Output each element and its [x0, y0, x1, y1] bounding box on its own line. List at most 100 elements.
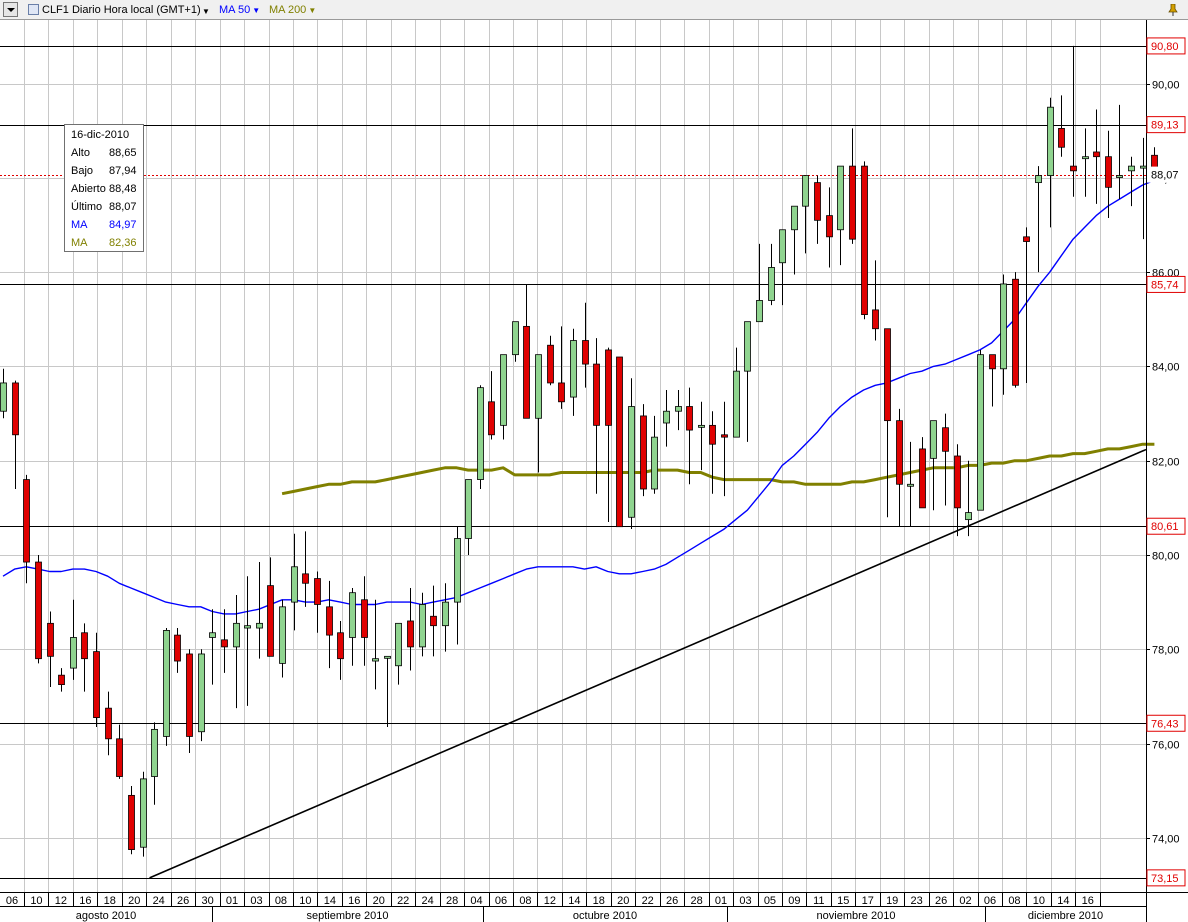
level-label-box	[1146, 869, 1186, 887]
candle	[0, 368, 7, 419]
candle	[279, 599, 286, 678]
x-tick-label: 20	[128, 895, 140, 907]
x-tick-label: 14	[1057, 895, 1069, 907]
candle-body	[105, 707, 112, 740]
x-tick-label: 06	[6, 895, 18, 907]
candle	[942, 413, 949, 506]
candle	[1116, 104, 1123, 200]
x-tick-label: 28	[690, 895, 702, 907]
candle	[663, 390, 670, 447]
candle	[872, 260, 879, 341]
candle-body	[93, 651, 100, 719]
candle	[151, 722, 158, 805]
candle-body	[977, 354, 984, 511]
ma200-path	[281, 442, 1155, 496]
y-tick-label: 90,00	[1152, 80, 1180, 92]
candle-body	[872, 309, 879, 330]
level-label-box	[1146, 275, 1186, 293]
candle-body	[651, 436, 658, 490]
x-tick-label: 22	[397, 895, 409, 907]
candle-body	[802, 175, 809, 207]
candle	[826, 187, 833, 268]
chart-menu-button[interactable]	[3, 2, 18, 17]
candle	[454, 526, 461, 645]
x-axis: 06 10 12 16 18 20 24 26 30 01 03 08 10 14 16 20 22 24 28 04…	[0, 892, 1188, 922]
candle-body	[372, 658, 379, 662]
x-tick-label: 10	[299, 895, 311, 907]
candle-body	[907, 483, 914, 487]
candle-body	[675, 406, 682, 412]
candle-body	[814, 182, 821, 221]
info-value-ma200: 82,36	[109, 237, 137, 249]
candle-body	[384, 655, 391, 659]
candle	[814, 175, 821, 244]
x-tick-label: 16	[1082, 895, 1094, 907]
candle-body	[965, 512, 972, 521]
candle	[640, 404, 647, 497]
candle-body	[756, 300, 763, 323]
candle-body	[0, 382, 7, 412]
ma200-selector[interactable]: MA 200 ▼	[269, 3, 316, 18]
candle-body	[1116, 175, 1123, 178]
candle	[535, 354, 542, 473]
x-tick-label: 30	[201, 895, 213, 907]
candle-body	[267, 585, 274, 657]
candle-body	[151, 728, 158, 777]
candle-body	[1093, 151, 1100, 158]
candle-body	[942, 427, 949, 452]
candle	[593, 338, 600, 494]
candle-body	[547, 344, 554, 384]
x-tick-label: 12	[55, 895, 67, 907]
candle-body	[430, 615, 437, 627]
candle	[477, 385, 484, 489]
level-label: 76,43	[1151, 718, 1179, 730]
candle-body	[837, 165, 844, 231]
ma50-selector[interactable]: MA 50 ▼	[219, 3, 260, 18]
candle	[884, 328, 891, 518]
candle-body	[1105, 156, 1112, 188]
candle-body	[407, 620, 414, 648]
candle-body	[186, 653, 193, 737]
candle-body	[1070, 165, 1077, 172]
candle	[419, 592, 426, 657]
title-dropdown-icon[interactable]: ▼	[202, 7, 210, 16]
candles	[0, 45, 1158, 857]
candle	[791, 205, 798, 275]
info-value-last: 88,07	[109, 201, 137, 213]
x-tick-label: 16	[348, 895, 360, 907]
candle	[174, 628, 181, 673]
level-label-box	[1147, 166, 1185, 183]
level-label: 73,15	[1151, 873, 1179, 885]
candle	[221, 609, 228, 673]
candle-body	[140, 778, 147, 848]
info-value-open: 88,48	[109, 183, 137, 195]
month-label: agosto 2010	[76, 910, 137, 922]
candle	[116, 724, 123, 779]
candle-body	[395, 622, 402, 667]
info-label-high: Alto	[71, 147, 90, 159]
candle-body	[291, 566, 298, 603]
x-tick-label: 10	[1033, 895, 1045, 907]
candle-body	[35, 561, 42, 660]
candle-body	[221, 639, 228, 648]
candle-body	[1128, 165, 1135, 172]
candle-body	[558, 382, 565, 403]
candle	[930, 420, 937, 511]
candle	[395, 622, 402, 685]
info-label-low: Bajo	[71, 165, 94, 177]
pin-icon[interactable]	[1168, 4, 1178, 16]
info-box: 16-dic-2010 Alto 88,65 Bajo 87,94 Abiert…	[64, 124, 144, 252]
x-tick-label: 01	[226, 895, 238, 907]
y-tick-label: 74,00	[1152, 834, 1180, 846]
x-tick-label: 06	[984, 895, 996, 907]
x-tick-label: 11	[813, 895, 824, 907]
info-date: 16-dic-2010	[71, 129, 130, 141]
y-tick-label: 84,00	[1152, 362, 1180, 374]
candle-body	[523, 325, 530, 419]
candle	[1023, 227, 1030, 383]
candle	[256, 562, 263, 659]
candle	[361, 576, 368, 666]
x-tick-label: 14	[568, 895, 580, 907]
candle	[337, 620, 344, 680]
